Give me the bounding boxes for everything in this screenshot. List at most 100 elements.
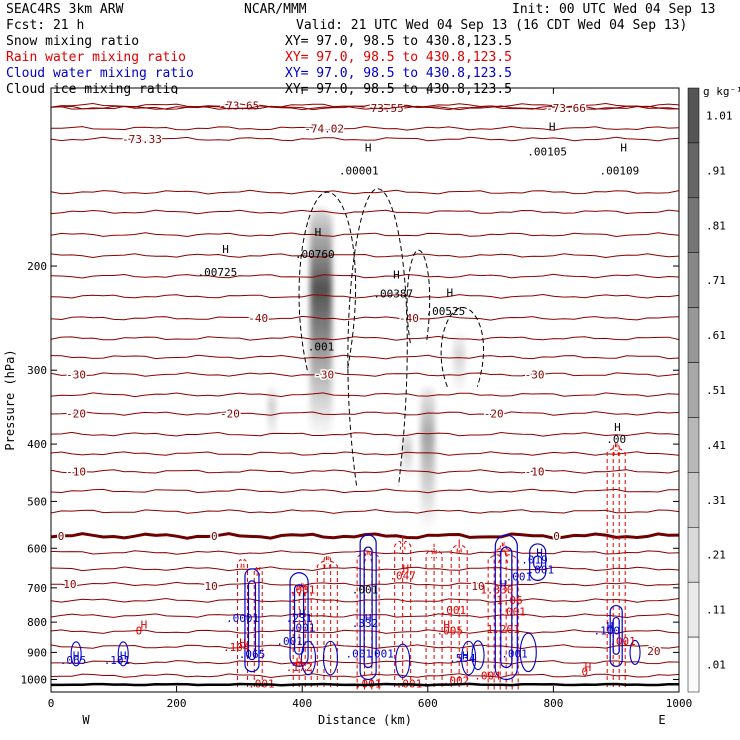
x-tick-label: 1000 [666, 697, 693, 710]
contour-annotation: .00525 [426, 305, 466, 318]
isotherm-line [51, 315, 679, 321]
colorbar-label: .21 [706, 549, 726, 562]
contour-annotation: .00387 [373, 287, 413, 300]
contour-annotation: H [296, 656, 303, 669]
contour-annotation: .231 [286, 612, 313, 625]
isotherm-label: 10 [63, 578, 76, 591]
isotherm-line [51, 566, 679, 572]
x-tick-label: 800 [543, 697, 563, 710]
ice-contour [298, 191, 357, 371]
isotherm-line [51, 659, 679, 665]
cloud-water-contour [629, 639, 641, 665]
cloud-water-contour [117, 641, 129, 667]
contour-annotation: .172 [286, 661, 313, 674]
rain-contour [327, 555, 332, 688]
colorbar-label: 1.01 [706, 109, 733, 122]
plot-content: -73.33-73.65-74.02-73.55 -73.66-40-30-20-… [51, 98, 679, 691]
y-tick-label: 500 [27, 495, 47, 508]
contour-annotation: H [614, 421, 621, 434]
rain-contour [298, 582, 303, 688]
freezing-level-line [51, 532, 679, 540]
header-fcst: Fcst: 21 h [6, 18, 84, 33]
isotherm-line [51, 613, 679, 619]
isotherm-label: -30 [525, 368, 545, 381]
cloud-water-contour [289, 572, 309, 667]
isotherm-line [51, 509, 679, 514]
contour-annotation: .005 [437, 625, 464, 638]
cloud-water-contour [247, 580, 257, 661]
x-axis-label: Distance (km) [318, 713, 412, 727]
colorbar-cell [687, 307, 700, 363]
isotherm-line [51, 354, 679, 360]
contour-annotation: .100 [594, 625, 621, 638]
colorbar-label: .31 [706, 494, 726, 507]
rain-contour [329, 561, 338, 688]
colorbar-cell [687, 472, 700, 528]
legend-item-label: Cloud water mixing ratio [6, 66, 194, 81]
contour-annotation: .00105 [527, 145, 567, 158]
y-tick-label: 800 [27, 616, 47, 629]
rain-contour [487, 554, 501, 690]
contour-annotation: H [500, 578, 507, 591]
contour-annotation: .001 [345, 647, 372, 660]
colorbar-cell [687, 362, 700, 418]
legend-item-xy: XY= 97.0, 98.5 to 430.8,123.5 [285, 66, 512, 81]
cloud-water-contour [70, 641, 82, 667]
isotherm-label: 10 [471, 580, 484, 593]
isotherm-line [51, 102, 679, 108]
freezing-level-label: 0 [58, 530, 65, 543]
contour-annotation: .001 [289, 583, 316, 596]
colorbar-label: .01 [706, 659, 726, 672]
contour-annotation: .001 [367, 647, 394, 660]
contour-annotation: H [403, 563, 410, 576]
x-axis: 0 200 400 600 800 1000 [48, 88, 693, 710]
isotherm-label: 10 [205, 580, 218, 593]
isotherm-line [51, 273, 679, 279]
y-tick-label: 1000 [21, 673, 48, 686]
contour-annotation: .332 [352, 617, 379, 630]
freezing-level-label: 0 [211, 530, 218, 543]
header-init: Init: 00 UTC Wed 04 Sep 13 [512, 2, 716, 17]
contour-annotation: .001 [276, 635, 303, 648]
cloud-water-contour [609, 604, 623, 667]
contour-annotation: .00001 [339, 164, 379, 177]
isotherm-label: -40 [399, 312, 419, 325]
rain-contour [394, 540, 402, 688]
contour-annotation: H [443, 618, 450, 631]
isotherm-line [51, 125, 679, 131]
isotherm-line [51, 136, 679, 142]
colorbar-cell [687, 527, 700, 583]
colorbar-label: .41 [706, 439, 726, 452]
rain-contour [302, 582, 306, 688]
isotherm-label: 20 [647, 645, 660, 658]
isotherm-line [51, 431, 679, 437]
isotherm-line [51, 469, 679, 474]
isotherm-label: -10 [525, 465, 545, 478]
cloud-water-contour [500, 546, 513, 669]
rain-contour [303, 588, 312, 688]
isotherm-line [51, 581, 679, 587]
contour-annotation: 1.201 [487, 623, 520, 636]
snow-plume [402, 430, 413, 480]
header: SEAC4RS 3km ARW NCAR/MMM Init: 00 UTC We… [6, 2, 716, 33]
contour-annotation: .00760 [295, 248, 335, 261]
contour-annotation: H [607, 620, 614, 633]
y-tick-label: 700 [27, 582, 47, 595]
contour-annotation: .001 [308, 341, 335, 354]
contour-annotation: .00 [606, 433, 626, 446]
legend-item-label: Rain water mixing ratio [6, 50, 186, 65]
cloud-water-contour [395, 643, 411, 679]
ice-contour [440, 306, 485, 387]
isotherm-line [51, 673, 679, 679]
plot-frame [50, 87, 680, 693]
rain-contour [404, 540, 412, 688]
rain-contour [499, 542, 503, 690]
isotherm-label: -20 [484, 407, 504, 420]
cloud-water-contour [519, 632, 537, 673]
contour-annotation: H [73, 649, 80, 662]
isotherm-line [51, 629, 679, 634]
colorbar-cell [687, 581, 700, 638]
y-axis-label: Pressure (hPa) [3, 349, 17, 450]
contour-annotation: .065 [239, 648, 266, 661]
